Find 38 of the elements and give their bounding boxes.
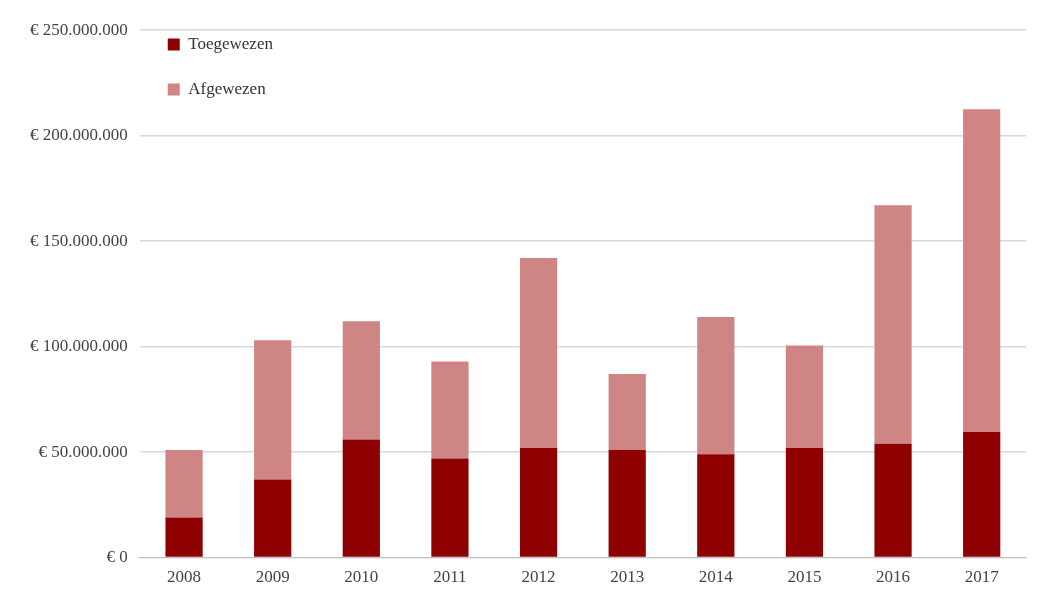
y-tick-label: € 0 <box>106 547 128 567</box>
bar <box>785 345 824 448</box>
bar <box>697 454 735 557</box>
bar <box>608 374 646 451</box>
x-tick-label: 2017 <box>964 567 1000 587</box>
y-tick-label: € 150.000.000 <box>30 230 128 250</box>
bar <box>697 317 735 455</box>
bar <box>431 361 469 459</box>
bar <box>608 450 646 557</box>
x-tick-label: 2016 <box>876 567 911 587</box>
x-tick-label: 2013 <box>610 567 645 587</box>
y-tick-label: € 200.000.000 <box>30 125 128 145</box>
bar <box>874 205 912 444</box>
x-tick-label: 2008 <box>167 567 202 587</box>
bar <box>165 517 203 557</box>
y-tick-label: € 50.000.000 <box>38 441 128 461</box>
y-tick-label: € 250.000.000 <box>30 19 128 39</box>
bar <box>963 109 1001 433</box>
bar <box>165 450 203 518</box>
x-tick-label: 2011 <box>433 567 467 587</box>
x-tick-label: 2014 <box>698 567 734 587</box>
legend-label: Toegewezen <box>188 33 274 53</box>
x-tick-label: 2015 <box>787 567 822 587</box>
legend-label: Afgewezen <box>188 78 267 98</box>
x-tick-label: 2009 <box>255 567 290 587</box>
bar <box>519 447 558 557</box>
bar <box>874 443 912 557</box>
bar <box>963 432 1001 557</box>
bar <box>431 458 469 557</box>
bar <box>254 340 292 480</box>
bar <box>785 447 824 557</box>
x-tick-label: 2012 <box>521 567 556 587</box>
bar <box>342 321 380 440</box>
y-tick-label: € 100.000.000 <box>30 336 128 356</box>
bar <box>519 258 558 448</box>
bar <box>254 479 292 557</box>
bar <box>342 439 380 557</box>
x-tick-label: 2010 <box>344 567 379 587</box>
